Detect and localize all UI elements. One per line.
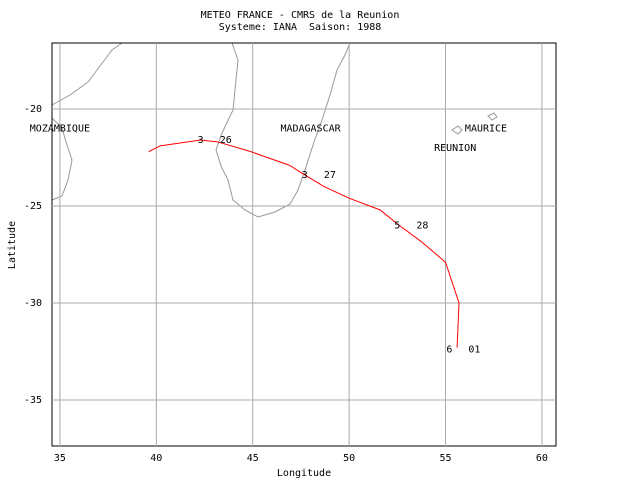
place-label: REUNION xyxy=(434,143,476,154)
coastlines xyxy=(51,42,498,218)
track-label: 6 xyxy=(446,345,452,356)
chart-subtitle: Systeme: IANA Saison: 1988 xyxy=(219,22,382,33)
y-tick-label: -30 xyxy=(24,298,42,309)
track-label: 28 xyxy=(416,220,428,231)
y-tick-label: -20 xyxy=(24,104,42,115)
plot-frame xyxy=(51,42,557,447)
y-axis-label: Latitude xyxy=(7,221,18,269)
x-tick-label: 35 xyxy=(54,453,66,464)
place-label: MAURICE xyxy=(465,123,507,134)
island-coast xyxy=(487,112,498,121)
track-label: 3 xyxy=(198,135,204,146)
mauritius-coast xyxy=(451,125,463,135)
track-line xyxy=(148,139,460,348)
x-tick-label: 60 xyxy=(536,453,548,464)
x-axis-label: Longitude xyxy=(277,468,331,479)
x-tick-label: 55 xyxy=(439,453,451,464)
track-label: 5 xyxy=(394,220,400,231)
y-tick-label: -25 xyxy=(24,201,42,212)
madagascar-coast xyxy=(215,42,351,218)
track-label: 3 xyxy=(302,170,308,181)
mozambique-coast xyxy=(51,117,73,201)
x-tick-label: 50 xyxy=(343,453,355,464)
track-label: 26 xyxy=(220,135,232,146)
y-tick-label: -35 xyxy=(24,395,42,406)
place-label: MOZAMBIQUE xyxy=(30,123,90,134)
africa-coast xyxy=(51,42,123,106)
chart-title: METEO FRANCE - CMRS de la Reunion xyxy=(201,10,400,21)
track-label: 01 xyxy=(468,345,480,356)
track-label: 27 xyxy=(324,170,336,181)
place-label: MADAGASCAR xyxy=(280,123,341,134)
x-tick-label: 40 xyxy=(150,453,162,464)
x-tick-label: 45 xyxy=(247,453,259,464)
